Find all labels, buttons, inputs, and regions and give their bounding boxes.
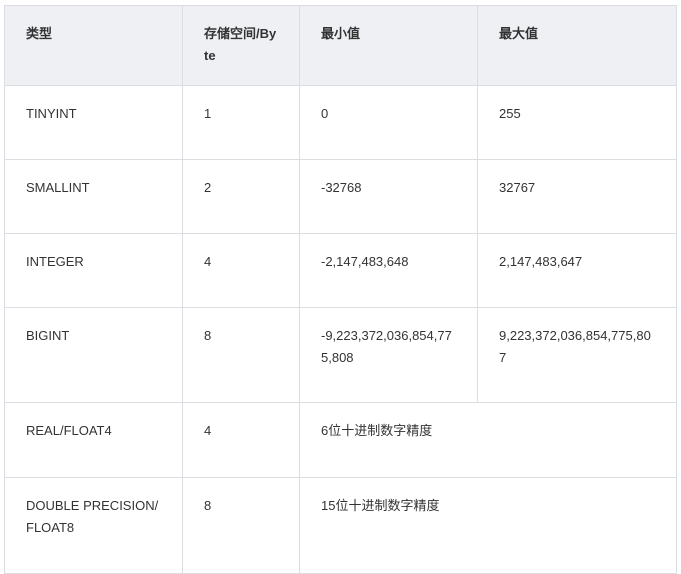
size-cell: 1 xyxy=(182,85,300,160)
header-min: 最小值 xyxy=(299,5,478,86)
precision-cell: 6位十进制数字精度 xyxy=(299,402,677,478)
type-cell: INTEGER xyxy=(4,233,183,308)
type-cell: TINYINT xyxy=(4,85,183,160)
type-cell: SMALLINT xyxy=(4,159,183,234)
table-row: INTEGER 4 -2,147,483,648 2,147,483,647 xyxy=(4,233,677,308)
table-row: SMALLINT 2 -32768 32767 xyxy=(4,159,677,234)
table-row: REAL/FLOAT4 4 6位十进制数字精度 xyxy=(4,402,677,478)
type-cell: BIGINT xyxy=(4,307,183,403)
min-cell: 0 xyxy=(299,85,478,160)
size-cell: 8 xyxy=(182,307,300,403)
table-row: BIGINT 8 -9,223,372,036,854,775,808 9,223,3… xyxy=(4,307,677,403)
max-cell: 32767 xyxy=(477,159,677,234)
table-row: TINYINT 1 0 255 xyxy=(4,85,677,160)
size-cell: 8 xyxy=(182,477,300,574)
min-cell: -2,147,483,648 xyxy=(299,233,478,308)
precision-cell: 15位十进制数字精度 xyxy=(299,477,677,574)
max-cell: 2,147,483,647 xyxy=(477,233,677,308)
header-size: 存储空间/Byte xyxy=(182,5,300,86)
type-cell: DOUBLE PRECISION/FLOAT8 xyxy=(4,477,183,574)
table-row: DOUBLE PRECISION/FLOAT8 8 15位十进制数字精度 xyxy=(4,477,677,574)
max-cell: 255 xyxy=(477,85,677,160)
header-type: 类型 xyxy=(4,5,183,86)
size-cell: 4 xyxy=(182,233,300,308)
min-cell: -9,223,372,036,854,775,808 xyxy=(299,307,478,403)
header-row: 类型 存储空间/Byte 最小值 最大值 xyxy=(4,5,677,86)
data-type-table: 类型 存储空间/Byte 最小值 最大值 TINYINT 1 0 255 SMALLIN… xyxy=(4,5,677,574)
header-max: 最大值 xyxy=(477,5,677,86)
max-cell: 9,223,372,036,854,775,807 xyxy=(477,307,677,403)
size-cell: 4 xyxy=(182,402,300,478)
type-cell: REAL/FLOAT4 xyxy=(4,402,183,478)
min-cell: -32768 xyxy=(299,159,478,234)
size-cell: 2 xyxy=(182,159,300,234)
